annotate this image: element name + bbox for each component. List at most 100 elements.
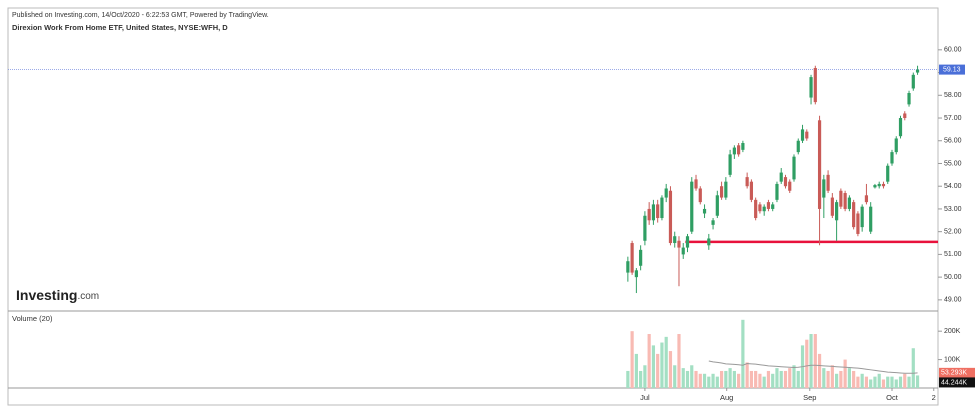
volume-bar — [737, 373, 741, 388]
candle-body — [766, 202, 771, 209]
candle-body — [792, 156, 796, 180]
volume-bar — [660, 342, 664, 388]
volume-bar — [698, 373, 702, 388]
volume-bar — [664, 336, 668, 388]
y-tick-label: 57.00 — [944, 115, 962, 122]
y-tick-label: 55.00 — [944, 160, 962, 167]
volume-bar — [856, 376, 860, 388]
volume-bar — [835, 373, 839, 388]
volume-bar — [805, 339, 809, 388]
volume-bar — [847, 368, 851, 388]
volume-bar — [915, 375, 920, 388]
volume-bar — [852, 370, 856, 388]
y-tick-label: 56.00 — [944, 138, 962, 145]
candle-body — [668, 190, 673, 244]
volume-bar — [732, 370, 736, 388]
y2-tick-label: 200K — [944, 328, 961, 335]
candle-body — [775, 183, 779, 200]
logo-suffix: .com — [77, 291, 99, 302]
volume-bar — [707, 376, 711, 388]
volume-bar — [817, 353, 822, 388]
volume-bar — [685, 370, 690, 388]
volume-bar — [719, 370, 724, 388]
volume-bar — [886, 376, 890, 388]
candle-body — [852, 202, 856, 228]
volume-bar — [903, 373, 907, 388]
volume-bar — [651, 345, 656, 388]
volume-ma-label: 53.293K — [941, 370, 967, 377]
candle-body — [664, 188, 668, 198]
volume-ma-box — [939, 367, 975, 378]
candle-body — [809, 77, 813, 98]
candle-body — [711, 220, 715, 225]
candle-body — [800, 129, 805, 141]
candle-body — [826, 174, 830, 191]
volume-bar — [754, 370, 758, 388]
y-tick-label: 53.00 — [944, 206, 962, 213]
y-tick-label: 58.00 — [944, 92, 962, 99]
candle-body — [835, 202, 839, 221]
volume-last-box — [939, 377, 975, 388]
candle-body — [898, 118, 903, 137]
volume-bar — [826, 370, 830, 388]
volume-bar — [873, 376, 877, 388]
candle-body — [771, 204, 775, 209]
volume-bar — [639, 370, 643, 388]
last-price-label: 59.13 — [943, 66, 961, 73]
volume-bar — [813, 334, 817, 388]
volume-title: Volume (20) — [12, 314, 53, 323]
candle-body — [890, 152, 894, 164]
candle-body — [843, 193, 847, 209]
volume-bar — [626, 370, 630, 388]
frame — [7, 7, 939, 406]
candle-body — [839, 190, 843, 207]
x-tick-label: 2 — [932, 393, 936, 402]
volume-bar — [796, 370, 800, 388]
candle-body — [881, 183, 886, 187]
candle-body — [796, 140, 800, 153]
candle-body — [779, 172, 783, 182]
volume-bar — [898, 376, 903, 388]
x-tick-label: Aug — [720, 393, 733, 402]
volume-ma-line — [708, 360, 918, 374]
volume-bar — [783, 370, 788, 388]
volume-bar — [788, 368, 792, 388]
volume-bar — [741, 319, 745, 388]
candle-body — [754, 199, 758, 219]
candle-body — [805, 131, 809, 139]
candle-body — [745, 177, 749, 187]
candle-body — [715, 195, 719, 216]
candle-body — [817, 120, 822, 209]
candle-body — [643, 215, 647, 241]
candle-body — [660, 197, 664, 219]
y-tick-label: 49.00 — [944, 297, 962, 304]
volume-bar — [677, 334, 681, 388]
volume-bar — [668, 351, 673, 388]
candle-body — [830, 197, 834, 216]
volume-bar — [715, 376, 719, 388]
candle-body — [741, 143, 745, 150]
candle-body — [737, 145, 741, 155]
y-tick-label: 60.00 — [944, 47, 962, 54]
volume-bar — [643, 365, 647, 388]
candle-body — [728, 154, 732, 175]
candle-body — [694, 179, 698, 189]
candle-body — [869, 206, 873, 232]
volume-bar — [745, 362, 749, 388]
volume-bar — [673, 365, 677, 388]
volume-bar — [830, 365, 834, 388]
candle-body — [677, 240, 681, 248]
candle-body — [724, 181, 728, 198]
volume-bar — [864, 376, 869, 388]
x-tick-label: Jul — [640, 393, 650, 402]
volume-bar — [702, 373, 707, 388]
candle-body — [864, 195, 869, 203]
candle-body — [639, 249, 643, 266]
candle-body — [749, 181, 754, 200]
volume-bar — [881, 379, 886, 388]
candle-body — [685, 236, 690, 248]
x-tick-label: Oct — [886, 393, 899, 402]
candle-body — [702, 208, 707, 214]
volume-bar — [694, 370, 698, 388]
candle-body — [911, 74, 915, 89]
